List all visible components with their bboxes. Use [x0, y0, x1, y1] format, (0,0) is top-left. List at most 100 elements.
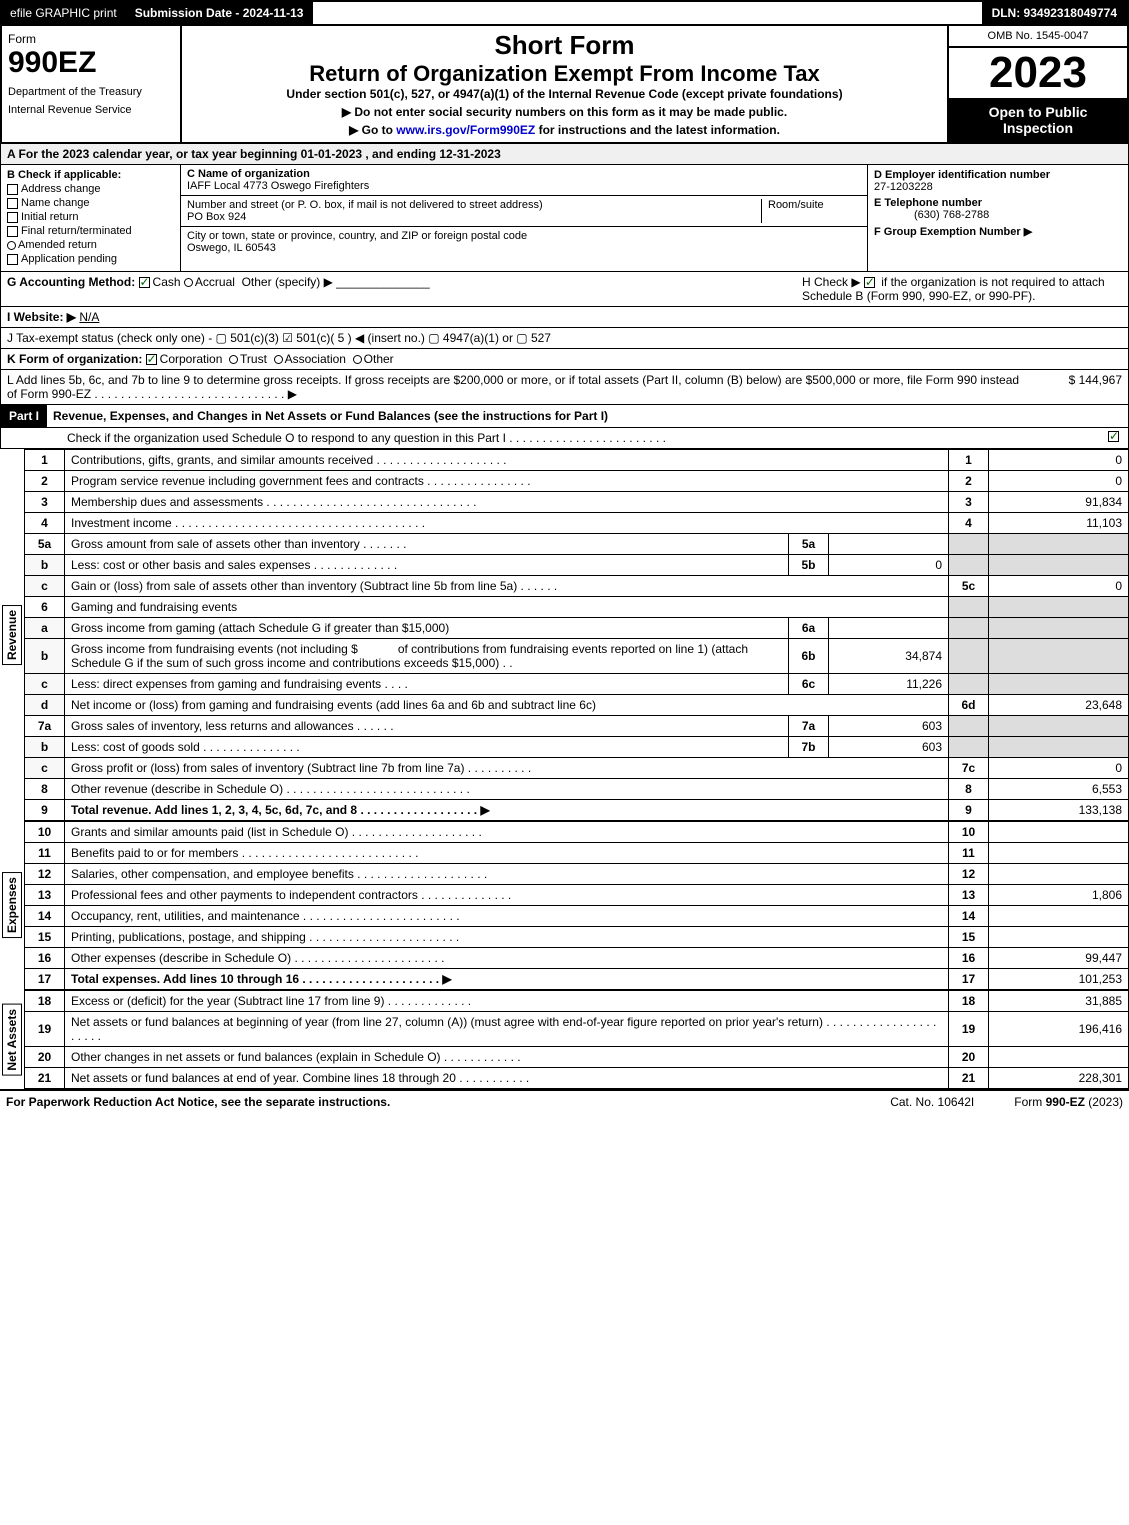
h-checkbox[interactable] [864, 277, 875, 288]
part1-header: Part I Revenue, Expenses, and Changes in… [0, 405, 1129, 428]
cash-label: Cash [153, 275, 181, 289]
assoc-label: Association [285, 352, 346, 366]
header-right: OMB No. 1545-0047 2023 Open to Public In… [947, 26, 1127, 142]
org-name: IAFF Local 4773 Oswego Firefighters [187, 180, 861, 192]
city-value: Oswego, IL 60543 [187, 242, 861, 254]
ein: 27-1203228 [874, 181, 933, 193]
part1-check-line: Check if the organization used Schedule … [0, 428, 1129, 449]
footer-left: For Paperwork Reduction Act Notice, see … [6, 1095, 390, 1109]
l-gross-receipts: L Add lines 5b, 6c, and 7b to line 9 to … [0, 370, 1129, 405]
part1-label: Part I [1, 405, 47, 427]
irs-link[interactable]: www.irs.gov/Form990EZ [396, 123, 535, 137]
irs-label: Internal Revenue Service [8, 104, 174, 116]
corp-checkbox[interactable] [146, 354, 157, 365]
row-16: 16Other expenses (describe in Schedule O… [25, 948, 1129, 969]
d-label: D Employer identification number [874, 169, 1050, 181]
section-a: A For the 2023 calendar year, or tax yea… [0, 144, 1129, 165]
section-b: B Check if applicable: Address change Na… [1, 165, 181, 271]
row-12: 12Salaries, other compensation, and empl… [25, 864, 1129, 885]
section-b-label: B Check if applicable: [7, 169, 174, 181]
accrual-radio[interactable] [184, 278, 193, 287]
open-inspection: Open to Public Inspection [949, 98, 1127, 142]
omb-number: OMB No. 1545-0047 [949, 26, 1127, 48]
row-19: 19Net assets or fund balances at beginni… [25, 1012, 1129, 1047]
info-block: B Check if applicable: Address change Na… [0, 165, 1129, 272]
short-form-title: Short Form [186, 30, 943, 61]
other-radio[interactable] [353, 355, 362, 364]
row-5c: cGain or (loss) from sale of assets othe… [25, 576, 1129, 597]
k-form-org: K Form of organization: Corporation Trus… [0, 349, 1129, 370]
street-value: PO Box 924 [187, 211, 761, 223]
row-21: 21Net assets or fund balances at end of … [25, 1068, 1129, 1089]
row-1: 1Contributions, gifts, grants, and simil… [25, 450, 1129, 471]
netassets-section: Net Assets 18Excess or (deficit) for the… [0, 990, 1129, 1089]
accrual-label: Accrual [195, 275, 235, 289]
expenses-vlabel: Expenses [2, 872, 22, 938]
i-label: I Website: ▶ [7, 310, 76, 324]
row-2: 2Program service revenue including gover… [25, 471, 1129, 492]
l-value: $ 144,967 [1022, 373, 1122, 401]
org-name-block: C Name of organization IAFF Local 4773 O… [181, 165, 867, 196]
other-org-label: Other [364, 352, 394, 366]
section-d-e-f: D Employer identification number27-12032… [868, 165, 1128, 271]
room-label: Room/suite [761, 199, 861, 223]
row-13: 13Professional fees and other payments t… [25, 885, 1129, 906]
revenue-table: 1Contributions, gifts, grants, and simil… [24, 449, 1129, 821]
form-header: Form 990EZ Department of the Treasury In… [0, 26, 1129, 144]
assoc-radio[interactable] [274, 355, 283, 364]
page-footer: For Paperwork Reduction Act Notice, see … [0, 1089, 1129, 1113]
trust-radio[interactable] [229, 355, 238, 364]
return-title: Return of Organization Exempt From Incom… [186, 61, 943, 87]
check-initial[interactable]: Initial return [7, 211, 174, 223]
header-left: Form 990EZ Department of the Treasury In… [2, 26, 182, 142]
check-name[interactable]: Name change [7, 197, 174, 209]
website-value: N/A [79, 310, 99, 324]
goto-pre: ▶ Go to [349, 123, 396, 137]
row-17: 17Total expenses. Add lines 10 through 1… [25, 969, 1129, 990]
e-label: E Telephone number [874, 197, 982, 209]
street-block: Number and street (or P. O. box, if mail… [181, 196, 867, 227]
city-label: City or town, state or province, country… [187, 230, 861, 242]
form-word: Form [8, 32, 174, 46]
check-addr[interactable]: Address change [7, 183, 174, 195]
l-text: L Add lines 5b, 6c, and 7b to line 9 to … [7, 373, 1022, 401]
footer-catno: Cat. No. 10642I [890, 1095, 974, 1109]
i-website: I Website: ▶ N/A [0, 307, 1129, 328]
c-label: C Name of organization [187, 168, 861, 180]
section-c: C Name of organization IAFF Local 4773 O… [181, 165, 868, 271]
row-10: 10Grants and similar amounts paid (list … [25, 822, 1129, 843]
row-4: 4Investment income . . . . . . . . . . .… [25, 513, 1129, 534]
check-amended[interactable]: Amended return [7, 239, 174, 251]
g-accounting: G Accounting Method: Cash Accrual Other … [7, 275, 802, 303]
tax-year: 2023 [949, 48, 1127, 98]
j-tax-exempt: J Tax-exempt status (check only one) - ▢… [0, 328, 1129, 349]
dln: DLN: 93492318049774 [982, 2, 1127, 24]
other-label: Other (specify) ▶ [242, 275, 333, 289]
check-final[interactable]: Final return/terminated [7, 225, 174, 237]
row-14: 14Occupancy, rent, utilities, and mainte… [25, 906, 1129, 927]
h-schedule-b: H Check ▶ if the organization is not req… [802, 275, 1122, 303]
footer-right: Form 990-EZ (2023) [1014, 1095, 1123, 1109]
trust-label: Trust [240, 352, 267, 366]
row-7a: 7aGross sales of inventory, less returns… [25, 716, 1129, 737]
part1-title: Revenue, Expenses, and Changes in Net As… [47, 406, 1128, 426]
city-block: City or town, state or province, country… [181, 227, 867, 257]
revenue-section: Revenue 1Contributions, gifts, grants, a… [0, 449, 1129, 821]
top-bar: efile GRAPHIC print Submission Date - 20… [0, 0, 1129, 26]
part1-schedo-checkbox[interactable] [1108, 431, 1119, 442]
row-18: 18Excess or (deficit) for the year (Subt… [25, 991, 1129, 1012]
goto-link-line: ▶ Go to www.irs.gov/Form990EZ for instru… [186, 123, 943, 137]
part1-check-text: Check if the organization used Schedule … [7, 431, 1108, 445]
netassets-vlabel: Net Assets [2, 1004, 22, 1076]
check-pending[interactable]: Application pending [7, 253, 174, 265]
row-3: 3Membership dues and assessments . . . .… [25, 492, 1129, 513]
row-20: 20Other changes in net assets or fund ba… [25, 1047, 1129, 1068]
phone: (630) 768-2788 [874, 209, 989, 221]
row-6b: bGross income from fundraising events (n… [25, 639, 1129, 674]
cash-checkbox[interactable] [139, 277, 150, 288]
row-8: 8Other revenue (describe in Schedule O) … [25, 779, 1129, 800]
row-9: 9Total revenue. Add lines 1, 2, 3, 4, 5c… [25, 800, 1129, 821]
row-7b: bLess: cost of goods sold . . . . . . . … [25, 737, 1129, 758]
row-15: 15Printing, publications, postage, and s… [25, 927, 1129, 948]
row-11: 11Benefits paid to or for members . . . … [25, 843, 1129, 864]
